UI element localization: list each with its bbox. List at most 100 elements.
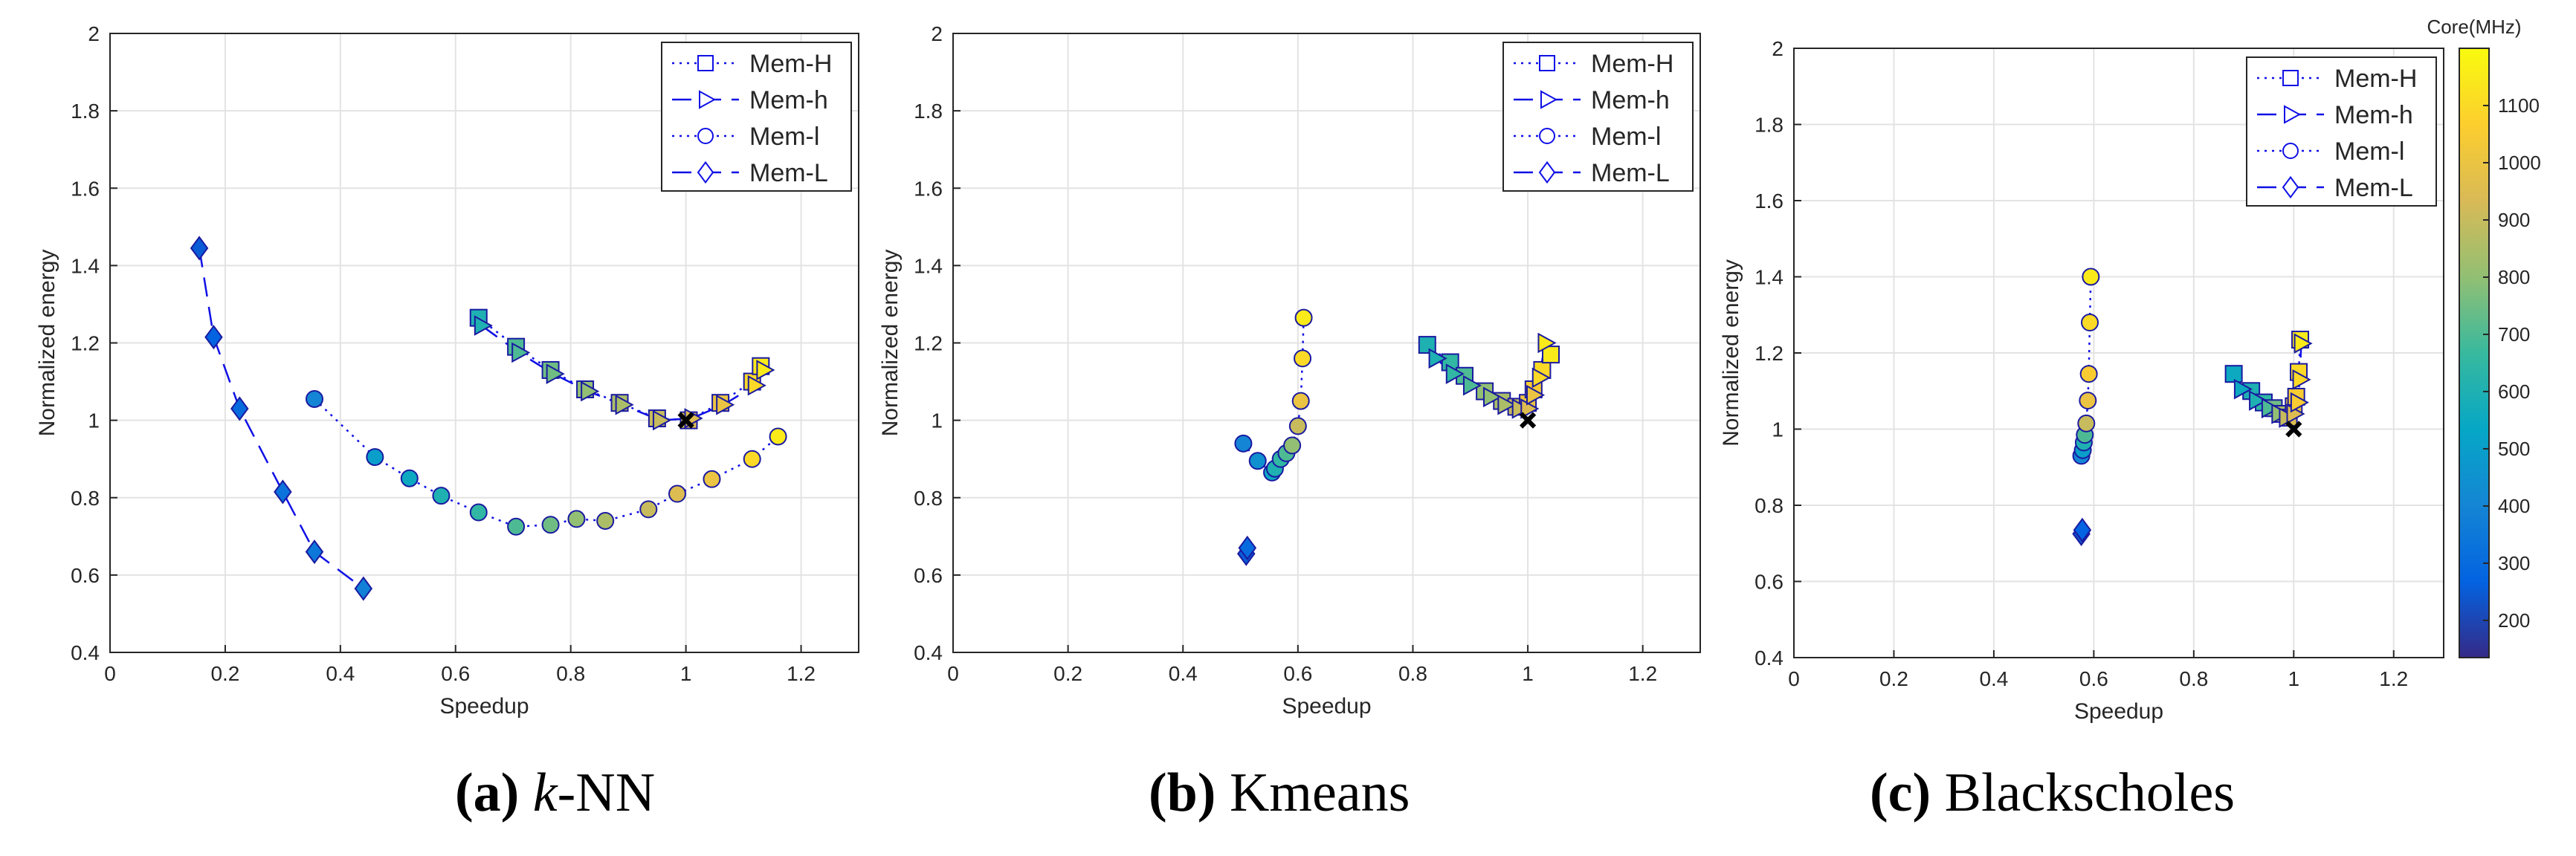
data-point-mem-h bbox=[2290, 392, 2309, 413]
data-point-mem-h bbox=[1542, 346, 1560, 364]
reference-point-x-marker bbox=[677, 412, 694, 429]
x-tick-label: 0.2 bbox=[1053, 662, 1082, 685]
y-tick-label: 1.4 bbox=[914, 254, 943, 277]
y-tick-label: 0.8 bbox=[1755, 494, 1783, 517]
data-point-mem-l bbox=[204, 325, 223, 350]
data-point-mem-h bbox=[1418, 336, 1436, 354]
legend-label: Mem-h bbox=[749, 86, 828, 114]
legend-label: Mem-h bbox=[1591, 86, 1670, 114]
caption-b-text: Kmeans bbox=[1229, 762, 1410, 823]
data-point-mem-h bbox=[2233, 378, 2253, 400]
legend-marker-mem-l bbox=[1538, 160, 1556, 184]
y-tick-label: 1 bbox=[931, 409, 943, 432]
data-point-mem-l bbox=[668, 484, 686, 503]
data-point-mem-h bbox=[756, 360, 775, 380]
data-point-mem-l bbox=[1238, 535, 1257, 560]
data-point-mem-l bbox=[743, 450, 761, 468]
colorbar-tick-label: 600 bbox=[2498, 380, 2530, 403]
data-point-mem-l bbox=[507, 517, 526, 536]
legend-marker-mem-h bbox=[2282, 70, 2299, 86]
x-tick-label: 1.2 bbox=[787, 662, 816, 685]
data-point-mem-h bbox=[747, 374, 766, 396]
data-point-mem-h bbox=[1445, 363, 1465, 384]
legend-label: Mem-h bbox=[2334, 101, 2413, 129]
x-tick-label: 0.6 bbox=[2079, 667, 2108, 690]
x-tick-label: 0.8 bbox=[556, 662, 585, 685]
legend: Mem-H Mem-h Mem-l Mem-L bbox=[2246, 56, 2437, 207]
caption-a-label: (a) bbox=[455, 762, 520, 823]
y-tick-label: 0.6 bbox=[71, 564, 100, 587]
data-point-mem-l bbox=[567, 510, 586, 528]
data-point-mem-l bbox=[541, 516, 560, 534]
legend-label: Mem-l bbox=[749, 123, 819, 151]
chart-1: 0 0.2 0.4 0.6 0.8 1 1.2 0.4 0.6 0.8 1 1.2 1.4 1.6 1.8 2… bbox=[35, 22, 859, 719]
data-point-mem-l bbox=[432, 487, 451, 505]
y-tick-label: 0.4 bbox=[1755, 646, 1783, 669]
reference-point-x-marker bbox=[1519, 412, 1537, 429]
legend-marker-mem-h bbox=[1540, 90, 1558, 109]
y-tick-label: 1.2 bbox=[71, 332, 100, 355]
data-point-mem-h bbox=[2292, 369, 2311, 390]
x-tick-label: 0.6 bbox=[1283, 662, 1312, 685]
colorbar-tick-label: 200 bbox=[2498, 609, 2530, 632]
data-point-mem-l bbox=[769, 427, 787, 446]
data-point-mem-l bbox=[354, 576, 373, 601]
x-tick-label: 1 bbox=[680, 662, 692, 685]
data-point-mem-l bbox=[2073, 517, 2092, 542]
x-tick-label: 1 bbox=[1522, 662, 1534, 685]
data-point-mem-h bbox=[1483, 386, 1502, 408]
legend-marker-mem-l bbox=[697, 128, 714, 144]
data-point-mem-l bbox=[1283, 436, 1302, 455]
legend-marker-mem-l bbox=[697, 160, 714, 184]
data-point-mem-l bbox=[305, 389, 323, 408]
x-tick-label: 0.4 bbox=[1169, 662, 1198, 685]
colorbar-bar bbox=[2459, 48, 2490, 658]
x-tick-label: 0.8 bbox=[1398, 662, 1427, 685]
y-tick-label: 1.8 bbox=[1755, 114, 1783, 137]
data-point-mem-l bbox=[305, 539, 324, 565]
y-tick-label: 0.4 bbox=[914, 641, 943, 664]
data-point-mem-l bbox=[1294, 308, 1313, 327]
legend-label: Mem-L bbox=[2334, 174, 2413, 202]
data-point-mem-l bbox=[2081, 314, 2099, 331]
legend-marker-mem-h bbox=[699, 90, 717, 109]
y-tick-label: 1.6 bbox=[71, 177, 100, 200]
data-point-mem-l bbox=[1234, 434, 1253, 453]
data-point-mem-h bbox=[716, 395, 735, 415]
legend-marker-mem-l bbox=[1539, 128, 1555, 144]
colorbar-tick-label: 700 bbox=[2498, 323, 2530, 346]
data-point-mem-h bbox=[1526, 384, 1546, 406]
y-tick-label: 1.2 bbox=[914, 332, 943, 355]
legend-marker-mem-h bbox=[697, 55, 714, 71]
x-tick-label: 1 bbox=[2288, 667, 2300, 690]
data-point-mem-l bbox=[1288, 417, 1307, 435]
data-point-mem-l bbox=[2077, 414, 2096, 432]
x-axis-label: Speedup bbox=[2074, 699, 2163, 724]
colorbar-tick-label: 500 bbox=[2498, 438, 2530, 460]
colorbar-tick-label: 800 bbox=[2498, 266, 2530, 288]
legend-label: Mem-H bbox=[2334, 65, 2417, 93]
data-point-mem-l bbox=[1294, 349, 1312, 368]
x-tick-label: 0.2 bbox=[210, 662, 239, 685]
y-tick-label: 1.8 bbox=[71, 100, 100, 123]
colorbar-tick-label: 1000 bbox=[2498, 152, 2541, 174]
caption-b-label: (b) bbox=[1149, 762, 1216, 823]
data-point-mem-h bbox=[511, 342, 531, 363]
legend-box bbox=[1502, 42, 1694, 192]
colorbar-tick-label: 1100 bbox=[2498, 94, 2540, 117]
data-point-mem-l bbox=[190, 236, 209, 261]
y-axis-label: Normalized energy bbox=[35, 250, 59, 437]
caption-a-rest: -NN bbox=[557, 762, 656, 823]
legend-label: Mem-L bbox=[749, 159, 828, 187]
data-point-mem-h bbox=[581, 380, 600, 402]
data-point-mem-l bbox=[400, 469, 419, 487]
y-tick-label: 0.8 bbox=[914, 487, 943, 510]
series-line-mem-h bbox=[2240, 343, 2302, 419]
y-tick-label: 2 bbox=[88, 22, 100, 45]
x-tick-label: 0.2 bbox=[1879, 667, 1908, 690]
data-point-mem-l bbox=[1248, 452, 1267, 470]
data-point-mem-l bbox=[703, 470, 721, 488]
caption-c-label: (c) bbox=[1870, 762, 1931, 823]
y-tick-label: 1.8 bbox=[914, 100, 943, 123]
